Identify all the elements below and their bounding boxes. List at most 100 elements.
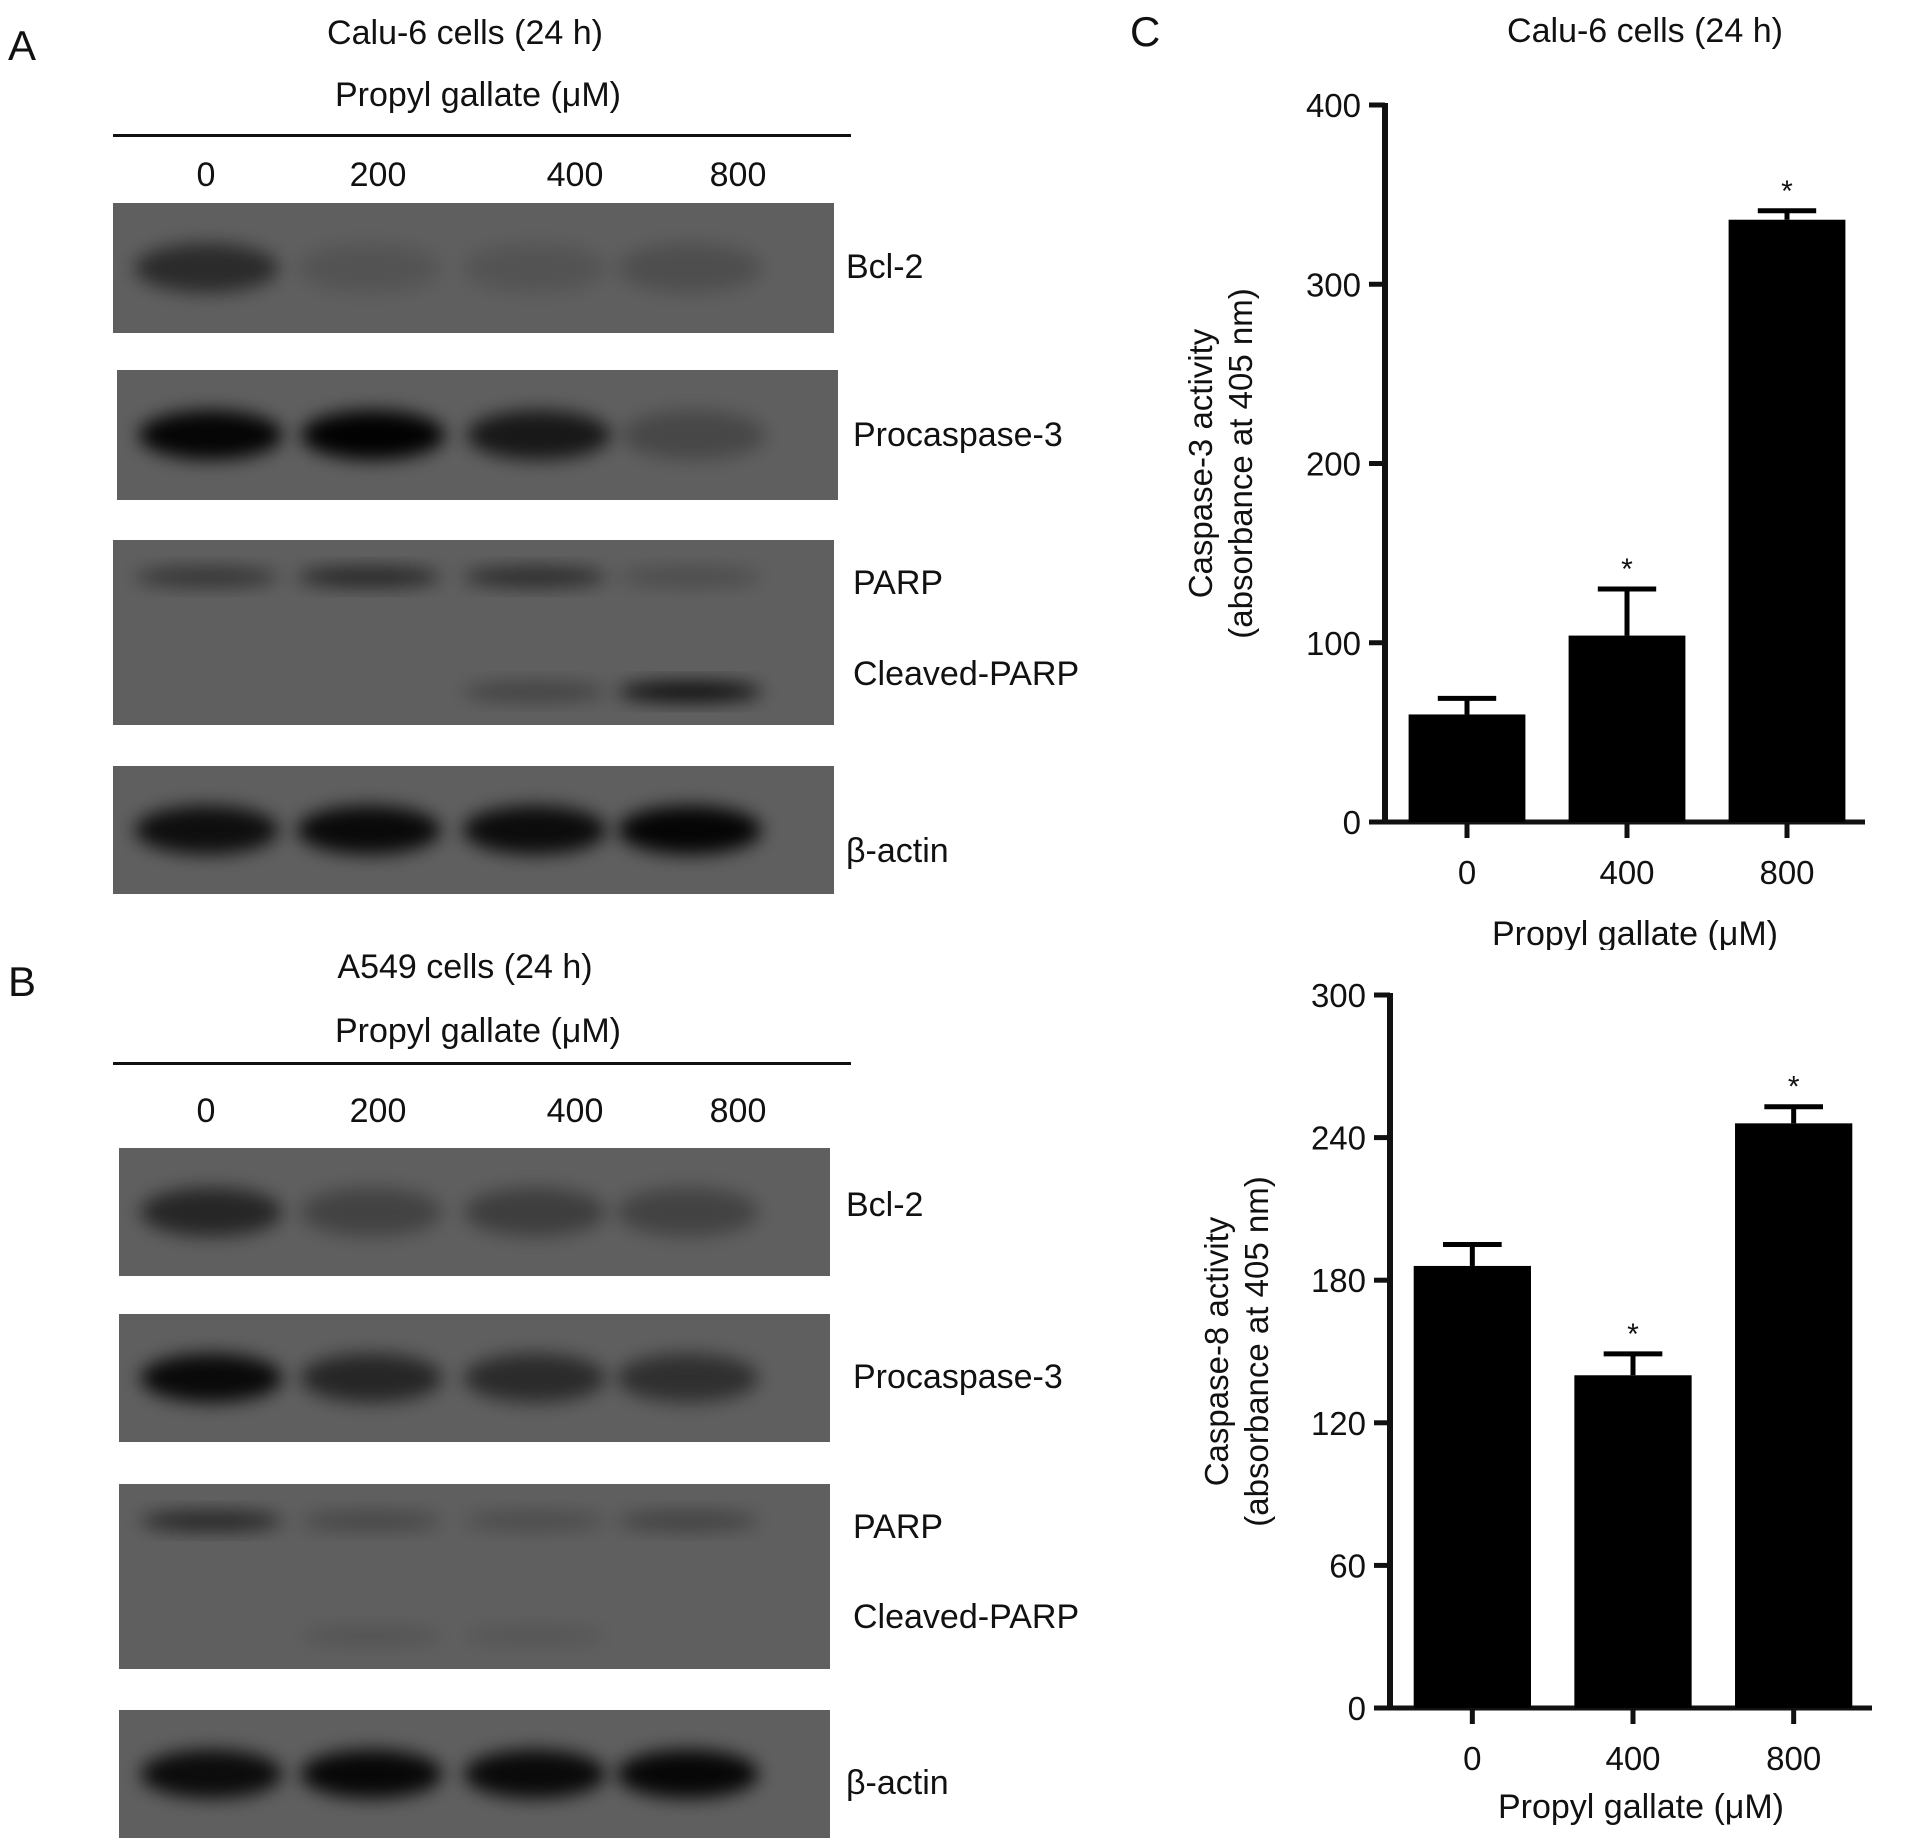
y-tick-label: 200: [1306, 446, 1361, 483]
band: [140, 1187, 283, 1237]
y-axis-label: Caspase-8 activity: [1198, 1216, 1235, 1486]
x-tick-label: 800: [1759, 854, 1814, 891]
y-tick-label: 0: [1348, 1690, 1366, 1727]
band: [300, 1187, 443, 1237]
panel-letter-c: C: [1130, 8, 1161, 55]
band: [616, 1353, 759, 1403]
panel-b-lane-1: 200: [349, 1092, 407, 1130]
band: [462, 243, 607, 293]
x-tick-label: 0: [1463, 1740, 1481, 1777]
panel-b-label-cleaved-parp: Cleaved-PARP: [853, 1598, 1080, 1636]
y-axis-label: (absorbance at 405 nm): [1238, 1176, 1275, 1526]
band: [616, 1749, 759, 1799]
band: [134, 243, 279, 293]
panel-a-label-bcl2: Bcl-2: [846, 248, 924, 286]
y-tick-label: 100: [1306, 625, 1361, 662]
panel-a-label-procaspase3: Procaspase-3: [853, 416, 1063, 454]
y-tick-label: 400: [1306, 87, 1361, 124]
band: [300, 1749, 443, 1799]
y-tick-label: 300: [1306, 266, 1361, 303]
significance-marker: *: [1788, 1071, 1800, 1104]
band: [462, 805, 607, 855]
band: [463, 1187, 607, 1237]
band: [134, 805, 279, 855]
band: [140, 1510, 283, 1532]
caspase8-chart: 0 60 120 180 240 300 Caspase-8 activity (absorb…: [1150, 950, 1910, 1840]
panel-a-lane-1: 200: [349, 156, 407, 194]
band: [462, 566, 607, 588]
band: [617, 681, 762, 702]
x-axis-label: Propyl gallate (μM): [1492, 915, 1778, 950]
panel-a-label-bactin: β-actin: [846, 832, 949, 870]
bar: [1728, 219, 1846, 823]
bar: [1413, 1265, 1531, 1708]
panel-a-treatment-line: [113, 134, 851, 137]
bar: [1735, 1123, 1853, 1708]
band: [300, 1625, 443, 1646]
band: [140, 1749, 283, 1799]
panel-b-treatment: Propyl gallate (μM): [334, 1012, 622, 1050]
panel-a-lane-3: 800: [709, 156, 767, 194]
y-tick-label: 240: [1311, 1120, 1366, 1157]
y-tick-label: 0: [1343, 804, 1361, 841]
panel-b-lane-2: 400: [546, 1092, 604, 1130]
caspase3-chart: Calu-6 cells (24 h) 0 100 200 300 400 Caspase-…: [1150, 0, 1910, 950]
panel-letter-b: B: [8, 958, 37, 1005]
x-tick-label: 400: [1605, 1740, 1660, 1777]
band: [138, 410, 283, 460]
band: [296, 566, 442, 588]
significance-marker: *: [1627, 1318, 1639, 1351]
x-tick-label: 0: [1458, 854, 1476, 891]
chart-title: Calu-6 cells (24 h): [1507, 12, 1783, 50]
band: [617, 243, 762, 293]
panel-b-label-bcl2: Bcl-2: [846, 1186, 924, 1224]
band: [300, 410, 446, 460]
significance-marker: *: [1781, 175, 1793, 208]
band: [296, 805, 442, 855]
panel-a-label-cleaved-parp: Cleaved-PARP: [853, 655, 1080, 693]
panel-a-blot-bcl2: [113, 203, 834, 333]
panel-b-blot-bactin: [119, 1710, 830, 1838]
panel-b-title: A549 cells (24 h): [337, 948, 593, 986]
y-tick-label: 60: [1329, 1547, 1366, 1584]
x-tick-label: 400: [1599, 854, 1654, 891]
band: [462, 681, 607, 702]
panel-b-label-bactin: β-actin: [846, 1764, 949, 1802]
band: [134, 566, 279, 588]
band: [463, 1749, 607, 1799]
band: [463, 1625, 607, 1646]
bar: [1408, 714, 1526, 822]
y-axis-label: Caspase-3 activity: [1182, 328, 1219, 598]
panel-a-blot-bactin: [113, 766, 834, 894]
band: [617, 805, 762, 855]
panel-b-lane-0: 0: [196, 1092, 216, 1130]
band: [621, 410, 766, 460]
panel-a-lane-2: 400: [546, 156, 604, 194]
bar: [1568, 635, 1686, 822]
panel-letter-a: A: [8, 22, 37, 69]
band: [463, 1510, 607, 1532]
panel-b-label-parp: PARP: [853, 1508, 944, 1546]
significance-marker: *: [1621, 553, 1633, 586]
y-axis-label: (absorbance at 405 nm): [1222, 288, 1259, 638]
band: [466, 410, 611, 460]
panel-b-treatment-line: [113, 1062, 851, 1065]
band: [617, 566, 762, 588]
band: [616, 1510, 759, 1532]
x-tick-label: 800: [1766, 1740, 1821, 1777]
panel-b-lane-3: 800: [709, 1092, 767, 1130]
band: [300, 1510, 443, 1532]
panel-a-blot-procaspase3: [117, 370, 838, 500]
band: [616, 1187, 759, 1237]
y-tick-label: 180: [1311, 1262, 1366, 1299]
x-axis-label: Propyl gallate (μM): [1498, 1788, 1784, 1826]
band: [463, 1353, 607, 1403]
panel-a-label-parp: PARP: [853, 564, 944, 602]
band: [140, 1353, 283, 1403]
panel-a-title: Calu-6 cells (24 h): [327, 14, 603, 52]
band: [300, 1353, 443, 1403]
y-tick-label: 120: [1311, 1405, 1366, 1442]
panel-b-blot-bcl2: [119, 1148, 830, 1276]
panel-b-blot-procaspase3: [119, 1314, 830, 1442]
panel-b-label-procaspase3: Procaspase-3: [853, 1358, 1063, 1396]
